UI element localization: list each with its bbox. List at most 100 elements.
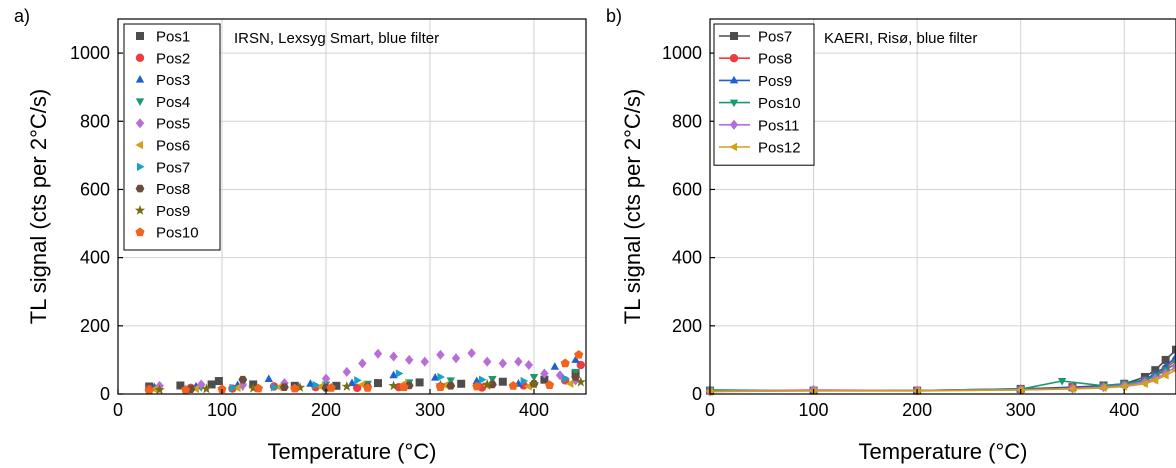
data-point: [253, 383, 263, 393]
data-point: [435, 382, 445, 392]
chart-annotation: IRSN, Lexsyg Smart, blue filter: [234, 30, 439, 47]
legend-marker: [135, 227, 145, 237]
data-point: [482, 379, 493, 389]
data-point: [488, 380, 497, 389]
x-axis-label: Temperature (°C): [859, 439, 1028, 464]
data-point: [562, 374, 570, 383]
legend-marker: [135, 184, 145, 193]
x-tick-label: 300: [415, 400, 445, 420]
data-point: [326, 383, 336, 392]
data-point: [1067, 384, 1076, 394]
data-point: [574, 349, 584, 359]
data-point: [1098, 383, 1107, 393]
panel-a-chart: 0 100 200 300 400 0 200 400 600 800 1000 Temperatur…: [14, 6, 587, 464]
data-point: [1119, 382, 1128, 391]
data-point: [1172, 345, 1176, 354]
data-point: [388, 380, 399, 391]
data-point: [363, 383, 373, 392]
legend: Pos7 Pos8 Pos9 Pos10 Pos11 Pos12: [713, 23, 815, 166]
data-point: [1161, 371, 1169, 380]
legend-marker: [135, 53, 145, 62]
data-point: [306, 379, 315, 387]
y-tick-label: 200: [672, 316, 702, 336]
legend-label: Pos10: [758, 95, 801, 112]
x-tick-label: 0: [705, 400, 715, 420]
x-tick-label: 200: [311, 400, 341, 420]
data-point: [498, 377, 507, 386]
data-point: [280, 383, 289, 391]
data-point: [545, 380, 555, 390]
data-point: [483, 356, 492, 367]
legend-label: Pos12: [758, 140, 801, 157]
data-point: [264, 374, 273, 382]
data-point: [290, 383, 300, 393]
data-point: [571, 373, 580, 381]
data-point: [1161, 355, 1170, 364]
data-point: [488, 376, 497, 384]
data-point: [294, 382, 306, 392]
legend-marker: [135, 140, 143, 150]
legend-label: Pos4: [156, 94, 190, 111]
legend-marker: [729, 142, 737, 152]
y-tick-label: 400: [672, 248, 702, 268]
data-point: [508, 381, 518, 390]
y-tick-label: 1000: [662, 43, 702, 63]
data-point: [446, 382, 456, 390]
data-point: [399, 382, 409, 392]
y-axis-label: TL signal (cts per 2°C/s): [620, 89, 645, 324]
data-point: [565, 379, 574, 388]
data-point: [214, 377, 223, 386]
x-tick-label: 100: [207, 400, 237, 420]
x-tick-label: 300: [1006, 400, 1036, 420]
data-point: [395, 369, 404, 378]
plot-frame: [709, 18, 1176, 395]
data-point: [528, 378, 540, 389]
plot-frame: [117, 18, 587, 395]
data-point: [1057, 378, 1067, 386]
data-point: [217, 384, 227, 394]
data-point: [415, 378, 424, 387]
data-point: [571, 368, 580, 377]
data-layer: [705, 345, 1176, 397]
legend-box: [713, 23, 815, 166]
data-point: [912, 386, 921, 396]
y-axis-label: TL signal (cts per 2°C/s): [26, 89, 51, 324]
data-point: [420, 356, 429, 367]
data-point: [389, 370, 398, 379]
data-point: [436, 349, 445, 360]
data-point: [560, 358, 570, 368]
series-pos12: [705, 367, 1176, 396]
x-tick-label: 400: [519, 400, 549, 420]
data-point: [479, 375, 487, 384]
legend-marker: [137, 162, 145, 171]
data-point: [550, 362, 559, 370]
data-point: [373, 348, 383, 359]
legend-label: Pos8: [156, 181, 190, 198]
data-point: [1150, 376, 1159, 385]
y-tick-label: 800: [80, 111, 110, 131]
x-axis-label: Temperature (°C): [268, 439, 437, 464]
data-point: [341, 381, 352, 391]
legend-label: Pos10: [156, 225, 199, 242]
data-point: [191, 384, 199, 394]
y-tick-label: 800: [672, 111, 702, 131]
y-tick-label: 600: [672, 179, 702, 199]
legend-label: Pos7: [156, 159, 190, 176]
legend-label: Pos5: [156, 116, 190, 133]
panel-b-chart: 0 100 200 300 400 0 200 400 600 800 1000 Temperatur…: [606, 6, 1176, 464]
data-point: [354, 376, 362, 385]
data-point: [441, 380, 449, 390]
legend-label: Pos6: [156, 138, 190, 155]
legend-label: Pos1: [156, 29, 190, 46]
legend-label: Pos9: [758, 73, 792, 90]
legend-label: Pos7: [758, 29, 792, 46]
legend: Pos1 Pos2 Pos3 Pos4 Pos5 Pos6 Pos7 Pos8 Pos9 Pos1…: [123, 23, 221, 251]
data-point: [316, 382, 324, 391]
panel-label: a): [14, 6, 30, 26]
panel-label: b): [606, 6, 622, 26]
legend-label: Pos3: [156, 72, 190, 89]
data-point: [347, 378, 357, 387]
data-point: [374, 379, 382, 388]
legend-marker: [729, 54, 739, 63]
